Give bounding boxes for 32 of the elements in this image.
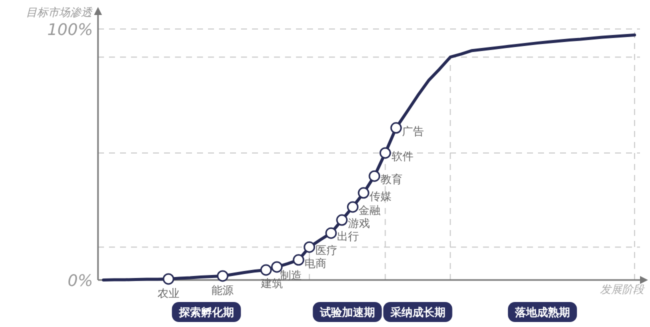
data-label: 金融 bbox=[358, 204, 381, 217]
annotation: 落地成熟期 bbox=[508, 302, 577, 322]
point bbox=[304, 241, 316, 253]
data-label: 电商 bbox=[304, 256, 327, 270]
point bbox=[336, 214, 348, 226]
point bbox=[292, 254, 304, 266]
data-label: 软件 bbox=[391, 150, 414, 163]
annotation: 探索孵化期 bbox=[172, 302, 241, 322]
data-label: 游戏 bbox=[348, 217, 370, 230]
point bbox=[325, 227, 337, 239]
point bbox=[380, 147, 392, 159]
data-label: 广告 bbox=[402, 124, 424, 138]
y-axis-title: 目标市场渗透 bbox=[26, 6, 93, 19]
point bbox=[358, 187, 370, 199]
point bbox=[368, 170, 380, 182]
y-tick-label: 100% bbox=[47, 20, 93, 39]
data-label: 出行 bbox=[337, 230, 360, 244]
data-label: 制造 bbox=[280, 268, 302, 282]
data-label: 教育 bbox=[380, 173, 402, 186]
data-label: 农业 bbox=[157, 286, 180, 300]
point bbox=[260, 264, 272, 276]
point bbox=[390, 122, 402, 134]
data-label: 能源 bbox=[212, 284, 234, 297]
annotation: 采纳成长期 bbox=[383, 302, 452, 322]
data-label: 传媒 bbox=[370, 190, 392, 203]
annotation: 试验加速期 bbox=[312, 302, 382, 322]
data-label: 医疗 bbox=[315, 244, 338, 258]
point bbox=[346, 201, 358, 213]
x-axis-title: 发展阶段 bbox=[600, 283, 645, 296]
y-tick-label: 0% bbox=[68, 271, 93, 290]
point bbox=[216, 270, 228, 282]
point bbox=[162, 273, 174, 285]
